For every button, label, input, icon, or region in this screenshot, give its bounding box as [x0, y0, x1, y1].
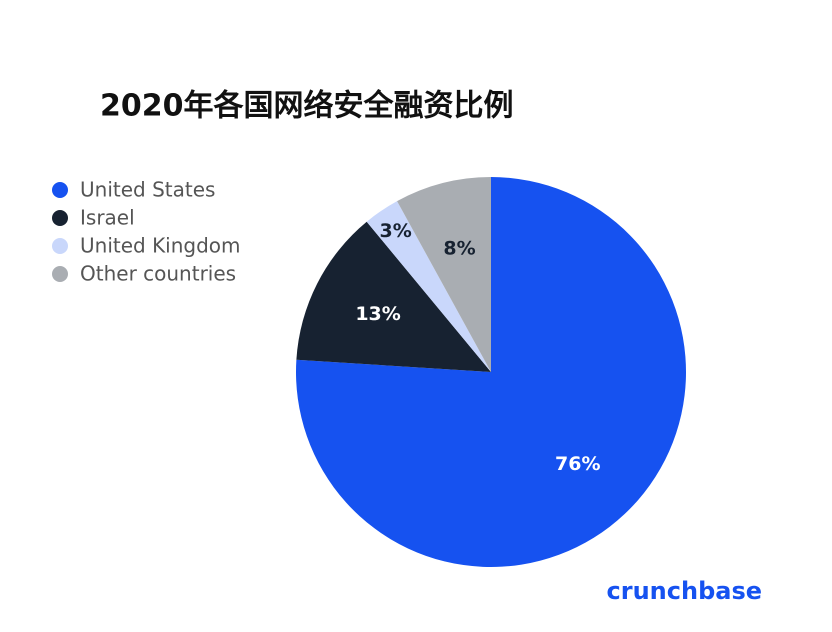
- pie-slice: [296, 221, 491, 372]
- legend-label: United States: [80, 178, 215, 202]
- legend-label: Other countries: [80, 262, 236, 286]
- pie-slice: [296, 177, 687, 567]
- pie-slice: [366, 201, 491, 372]
- pie-slice: [397, 177, 491, 372]
- brand-logo: crunchbase: [607, 577, 762, 605]
- legend-swatch: [52, 238, 68, 254]
- chart-title: 2020年各国网络安全融资比例: [100, 89, 514, 124]
- legend-swatch: [52, 266, 68, 282]
- data-label: 8%: [443, 238, 475, 260]
- data-label: 76%: [555, 453, 600, 475]
- legend-label: Israel: [80, 206, 135, 230]
- legend-swatch: [52, 182, 68, 198]
- data-label: 3%: [380, 220, 412, 242]
- legend-label: United Kingdom: [80, 234, 241, 258]
- legend-swatch: [52, 210, 68, 226]
- data-label: 13%: [355, 303, 400, 325]
